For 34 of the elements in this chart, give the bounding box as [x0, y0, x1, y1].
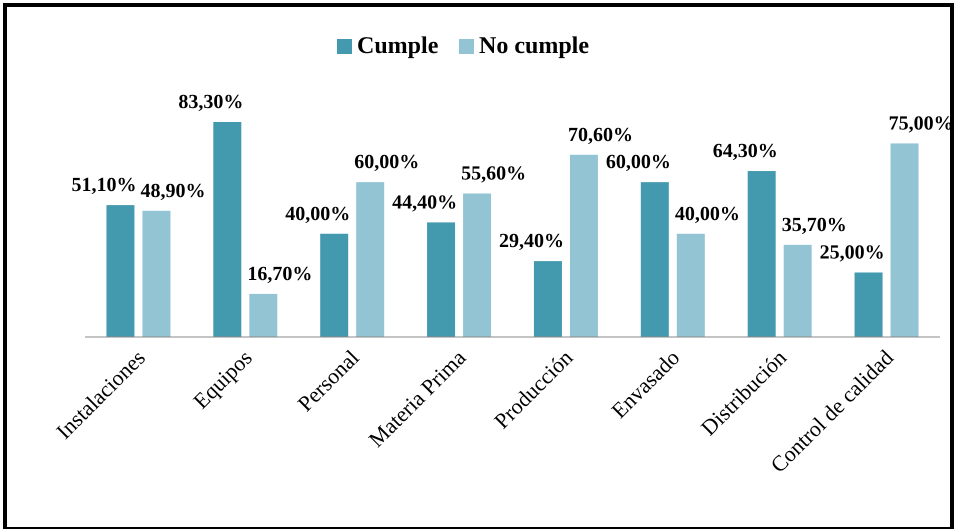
bar — [784, 244, 812, 337]
data-label: 60,00% — [354, 151, 420, 174]
data-label: 40,00% — [285, 202, 350, 225]
bar — [249, 294, 278, 337]
bar — [427, 222, 456, 337]
legend-label: No cumple — [479, 33, 590, 59]
bar — [890, 143, 919, 337]
data-label: 55,60% — [461, 162, 526, 184]
bar — [106, 205, 134, 337]
bar — [142, 210, 170, 337]
bar — [570, 154, 598, 337]
data-label: 16,70% — [247, 262, 312, 285]
bar — [854, 272, 883, 337]
bar — [213, 122, 242, 337]
data-label: 75,00% — [888, 112, 954, 134]
data-label: 40,00% — [674, 202, 740, 225]
bar — [356, 182, 384, 337]
data-label: 48,90% — [140, 180, 206, 202]
legend-label: Cumple — [357, 33, 439, 59]
data-label: 44,40% — [392, 191, 458, 214]
bar — [534, 261, 562, 337]
data-label: 25,00% — [820, 241, 885, 264]
data-label: 60,00% — [606, 151, 671, 174]
data-label: 70,60% — [568, 124, 633, 146]
bar — [463, 193, 492, 337]
bar — [640, 182, 669, 337]
data-label: 51,10% — [71, 174, 136, 196]
data-label: 29,40% — [498, 230, 564, 252]
bar — [320, 234, 348, 337]
data-label: 64,30% — [712, 140, 778, 162]
data-label: 83,30% — [178, 91, 244, 113]
bar — [748, 171, 776, 337]
bar — [676, 234, 705, 337]
data-label: 35,70% — [782, 214, 847, 236]
